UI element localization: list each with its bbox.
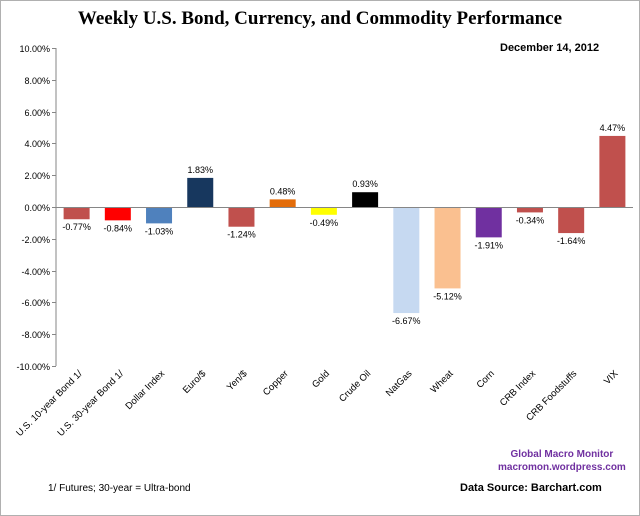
credit-url: macromon.wordpress.com <box>498 462 626 473</box>
data-labels: -0.77% -0.84% -1.03% 1.83% -1.24% 0.48% -0.49%… <box>62 123 625 326</box>
y-tick-label: -10.00% <box>16 362 50 372</box>
data-label: -0.34% <box>516 215 545 225</box>
bar-crude-oil <box>352 192 379 207</box>
y-tick-label: 4.00% <box>24 139 50 149</box>
y-tick-label: 10.00% <box>19 44 50 54</box>
y-tick-label: 6.00% <box>24 108 50 118</box>
x-tick-label: Corn <box>475 368 497 390</box>
x-tick-label: Wheat <box>428 368 455 395</box>
x-tick-label: Euro/$ <box>181 368 209 396</box>
x-tick-label: CRB Index <box>498 368 538 408</box>
bar-crb-foodstuffs <box>558 207 585 234</box>
x-tick-label: Crude Oil <box>337 368 373 404</box>
axes: -10.00% -8.00% -6.00% -4.00% -2.00% 0.00% 2.00… <box>14 44 633 439</box>
footnote: 1/ Futures; 30-year = Ultra-bond <box>48 483 191 494</box>
bar-crb-index <box>516 207 543 213</box>
bar-gold <box>310 207 337 215</box>
x-tick-label: U.S. 10-year Bond 1/ <box>14 368 85 439</box>
data-label: 4.47% <box>600 123 626 133</box>
bar-yen <box>228 207 255 227</box>
credit-name: Global Macro Monitor <box>510 449 614 460</box>
bars <box>63 135 626 314</box>
bar-u-s-10-year-bond-1 <box>63 207 90 220</box>
data-label: -0.77% <box>62 222 91 232</box>
bar-wheat <box>434 207 461 289</box>
bar-copper <box>269 199 296 207</box>
data-label: -1.03% <box>145 226 174 236</box>
y-tick-label: -4.00% <box>21 267 50 277</box>
data-source: Data Source: Barchart.com <box>460 482 602 494</box>
y-tick-label: -2.00% <box>21 235 50 245</box>
bar-corn <box>475 207 502 238</box>
x-tick-label: Copper <box>261 368 291 398</box>
y-tick-label: 2.00% <box>24 171 50 181</box>
x-tick-label: Gold <box>310 368 332 390</box>
data-label: -5.12% <box>433 291 462 301</box>
data-label: 0.93% <box>352 179 378 189</box>
data-label: -1.24% <box>227 230 256 240</box>
data-label: -1.91% <box>474 240 503 250</box>
x-tick-label: NatGas <box>384 368 415 399</box>
data-label: 0.48% <box>270 186 296 196</box>
credit-block: Global Macro Monitor macromon.wordpress.… <box>498 448 626 474</box>
x-tick-label: Dollar Index <box>124 368 168 412</box>
y-tick-label: 0.00% <box>24 203 50 213</box>
bar-natgas <box>393 207 420 314</box>
y-tick-label: -8.00% <box>21 330 50 340</box>
data-label: -0.49% <box>310 218 339 228</box>
chart-date: December 14, 2012 <box>500 42 600 54</box>
data-label: 1.83% <box>187 165 213 175</box>
y-tick-label: 8.00% <box>24 76 50 86</box>
data-label: -6.67% <box>392 316 421 326</box>
data-label: -1.64% <box>557 236 586 246</box>
data-label: -0.84% <box>104 223 133 233</box>
y-tick-label: -6.00% <box>21 298 50 308</box>
x-tick-label: VIX <box>602 368 621 387</box>
bar-vix <box>599 135 626 207</box>
bar-euro <box>187 177 214 207</box>
chart-title: Weekly U.S. Bond, Currency, and Commodit… <box>77 8 563 29</box>
bar-dollar-index <box>146 207 173 224</box>
bar-u-s-30-year-bond-1 <box>104 207 131 221</box>
x-tick-label: Yen/$ <box>225 368 250 393</box>
